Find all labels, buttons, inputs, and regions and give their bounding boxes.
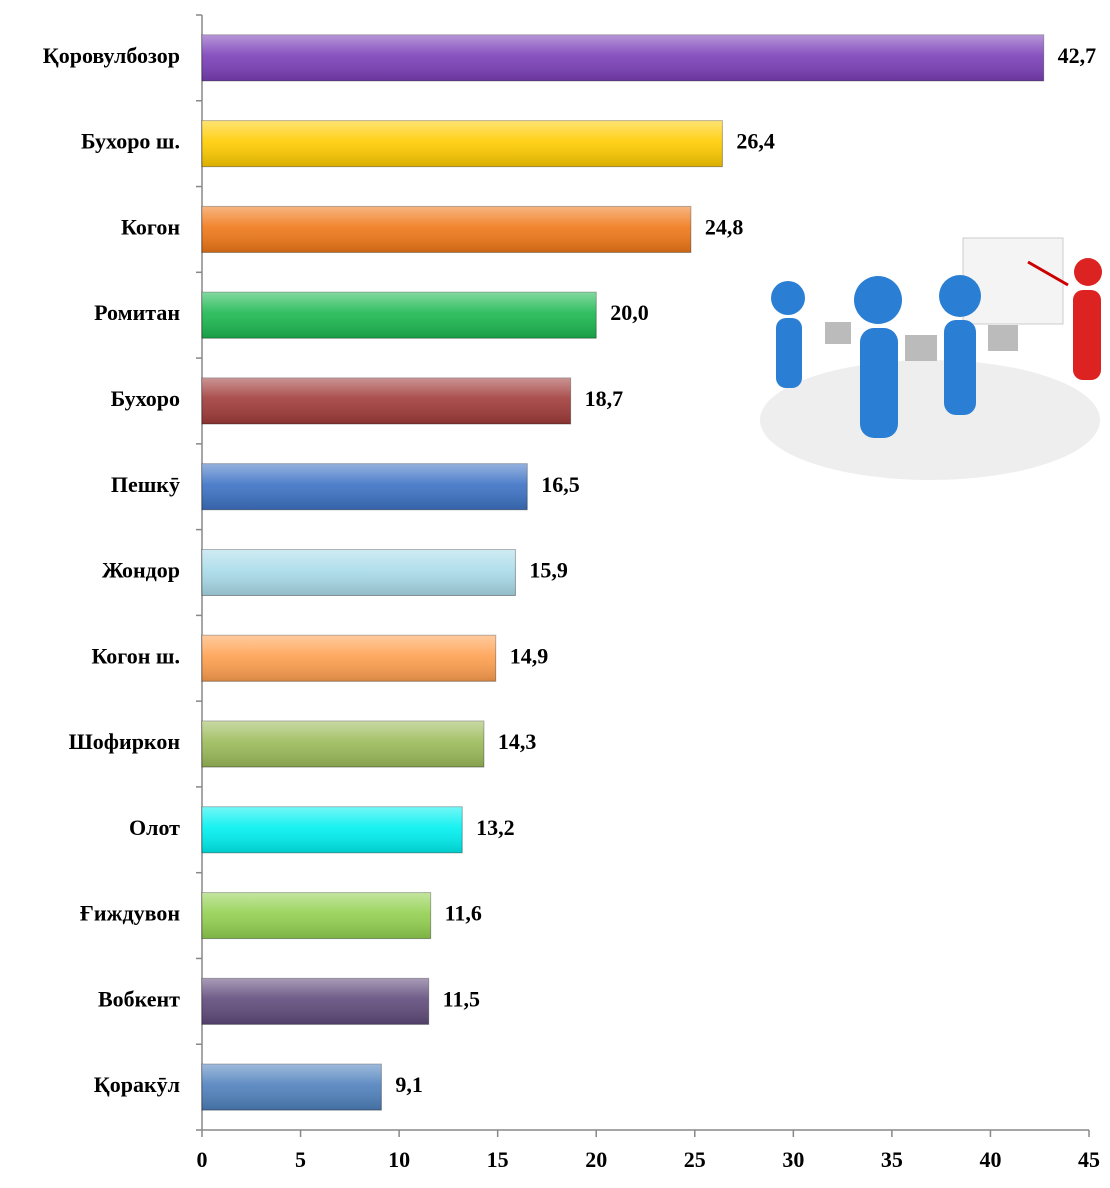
bar-gloss bbox=[202, 806, 463, 853]
x-tick-label: 35 bbox=[881, 1147, 903, 1172]
value-label: 11,5 bbox=[443, 986, 480, 1011]
category-label: Пешкӯ bbox=[111, 472, 180, 497]
bar-gloss bbox=[202, 34, 1044, 81]
value-label: 24,8 bbox=[705, 214, 744, 239]
x-tick-label: 10 bbox=[388, 1147, 410, 1172]
value-label: 14,3 bbox=[498, 729, 537, 754]
category-label: Вобкент bbox=[98, 986, 180, 1011]
bar-gloss bbox=[202, 292, 597, 339]
bar-gloss bbox=[202, 978, 429, 1025]
x-tick-label: 30 bbox=[782, 1147, 804, 1172]
category-label: Қоракӯл bbox=[94, 1072, 180, 1097]
bar-gloss bbox=[202, 1064, 382, 1111]
illustration bbox=[760, 237, 1102, 480]
x-tick-label: 25 bbox=[684, 1147, 706, 1172]
category-label: Бухоро bbox=[111, 386, 180, 411]
x-tick-label: 0 bbox=[197, 1147, 208, 1172]
category-label: Олот bbox=[129, 815, 180, 840]
value-label: 20,0 bbox=[610, 300, 649, 325]
category-label: Ромитан bbox=[94, 300, 180, 325]
x-tick-label: 45 bbox=[1078, 1147, 1100, 1172]
x-tick-label: 40 bbox=[979, 1147, 1001, 1172]
bar-gloss bbox=[202, 463, 528, 510]
category-label: Когон bbox=[121, 214, 180, 239]
category-label: Шофиркон bbox=[69, 729, 181, 754]
bar-gloss bbox=[202, 721, 484, 768]
bar-gloss bbox=[202, 120, 723, 167]
value-label: 16,5 bbox=[541, 472, 580, 497]
value-label: 15,9 bbox=[529, 558, 568, 583]
category-label: Жондор bbox=[102, 558, 180, 583]
x-tick-label: 5 bbox=[295, 1147, 306, 1172]
category-label: Бухоро ш. bbox=[81, 129, 180, 154]
category-label: Когон ш. bbox=[91, 643, 180, 668]
bar-gloss bbox=[202, 206, 691, 253]
value-label: 9,1 bbox=[395, 1072, 423, 1097]
bar-gloss bbox=[202, 549, 516, 596]
value-label: 42,7 bbox=[1058, 43, 1097, 68]
value-label: 11,6 bbox=[445, 901, 482, 926]
value-label: 14,9 bbox=[510, 643, 549, 668]
x-tick-label: 20 bbox=[585, 1147, 607, 1172]
bar-gloss bbox=[202, 377, 571, 424]
category-label: Ғиждувон bbox=[80, 901, 180, 926]
value-label: 26,4 bbox=[736, 129, 775, 154]
value-label: 13,2 bbox=[476, 815, 514, 840]
x-tick-label: 15 bbox=[487, 1147, 509, 1172]
bar-gloss bbox=[202, 635, 496, 682]
value-label: 18,7 bbox=[585, 386, 624, 411]
category-label: Қоровулбозор bbox=[43, 43, 180, 68]
bar-gloss bbox=[202, 892, 431, 939]
